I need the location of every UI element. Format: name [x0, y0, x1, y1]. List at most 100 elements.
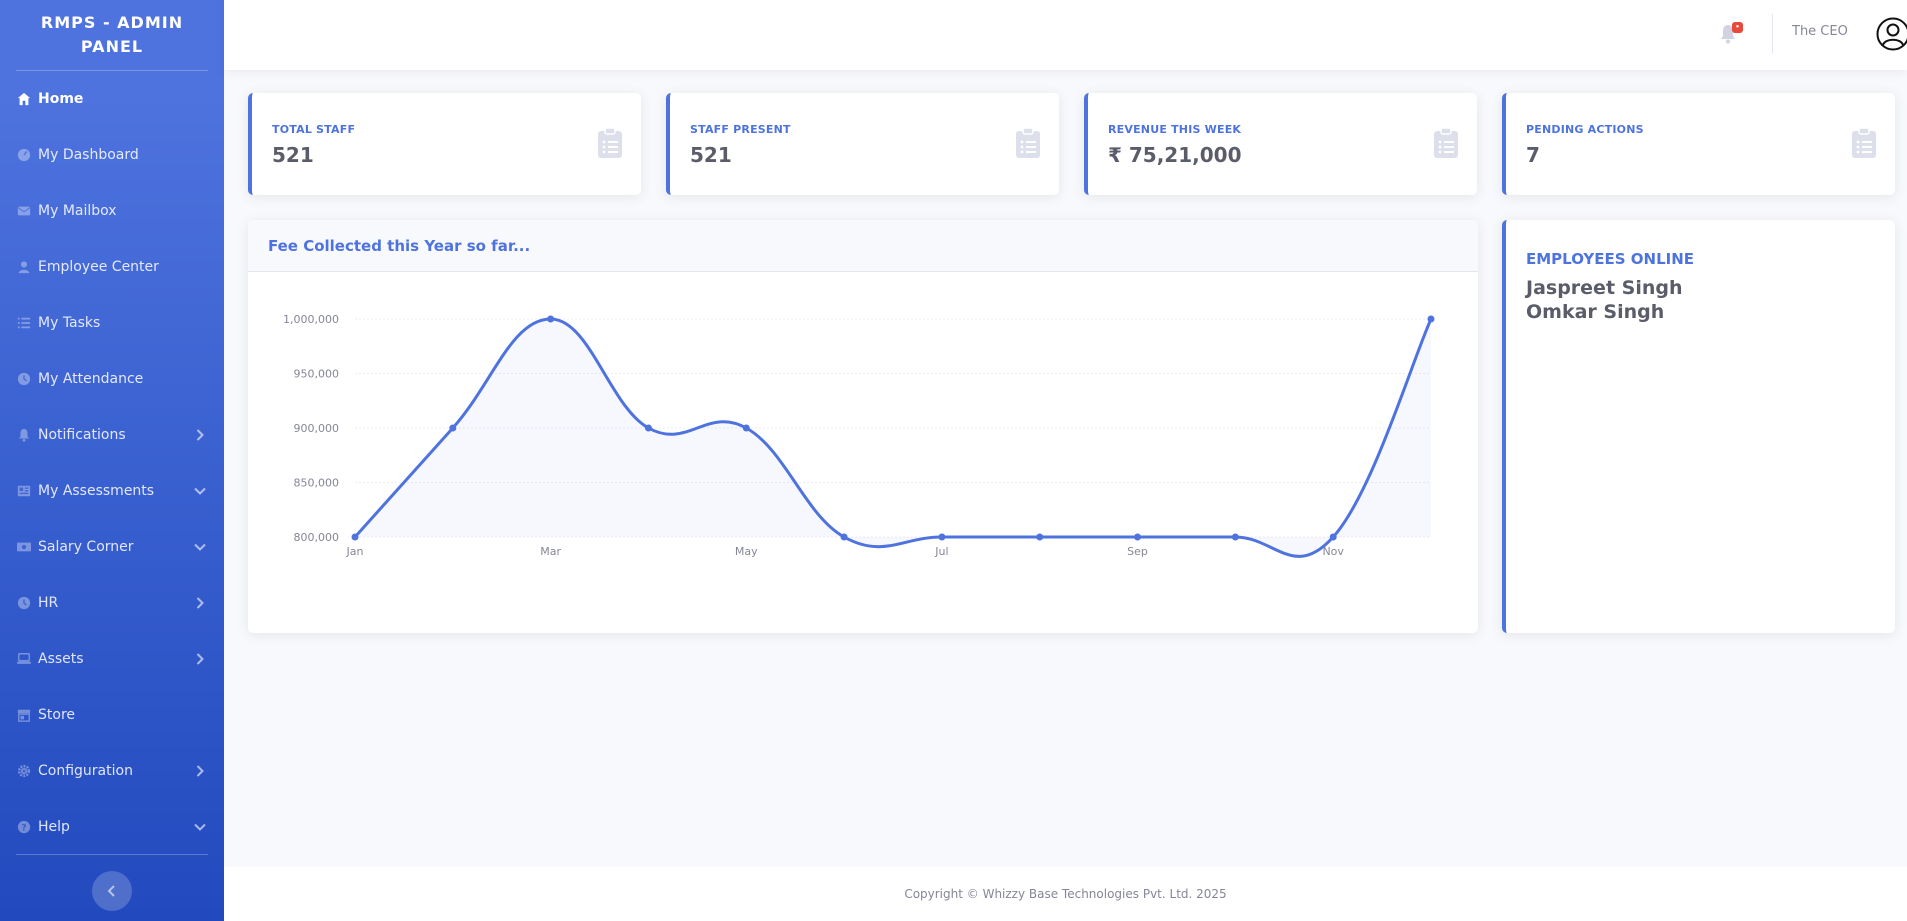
x-tick-label: Sep [1127, 545, 1148, 558]
fee-chart: 1,000,000 950,000 900,000 850,000 800,000 Jan… [283, 313, 1435, 558]
money-icon [16, 539, 32, 555]
stat-card-pending-actions: PENDING ACTIONS 7 [1502, 93, 1895, 195]
tachometer-icon [16, 147, 32, 163]
stat-card-staff-present: STAFF PRESENT 521 [666, 93, 1059, 195]
topbar: • The CEO [224, 0, 1907, 70]
data-point [1427, 315, 1435, 323]
data-point [938, 533, 946, 541]
bell-icon [1721, 25, 1735, 44]
clock-icon [16, 371, 32, 387]
data-point [351, 533, 359, 541]
clipboard-list-icon [1852, 127, 1876, 158]
stat-card-label: STAFF PRESENT [690, 123, 791, 136]
home-icon [16, 91, 32, 107]
chart-area-fill [355, 319, 1431, 557]
sidebar-item-help[interactable]: ? Help [0, 799, 224, 855]
user-icon [16, 259, 32, 275]
employees-online-card: EMPLOYEES ONLINE Jaspreet Singh Omkar Sin… [1502, 220, 1895, 633]
sidebar-item-label: My Assessments [38, 483, 155, 499]
stat-card-revenue-this-week: REVENUE THIS WEEK ₹ 75,21,000 [1084, 93, 1477, 195]
footer: Copyright © Whizzy Base Technologies Pvt… [224, 867, 1907, 921]
copyright-text: Copyright © Whizzy Base Technologies Pvt… [904, 887, 1227, 901]
sidebar-item-label: Configuration [38, 763, 133, 779]
sidebar-nav: Home My Dashboard My Mailbox Employee Cente… [0, 71, 224, 855]
employees-online-list: Jaspreet Singh Omkar Singh [1526, 276, 1683, 324]
svg-text:?: ? [21, 824, 26, 834]
data-point [547, 315, 555, 323]
user-avatar-icon[interactable] [1876, 17, 1907, 51]
stat-card-value: 521 [690, 143, 732, 167]
x-tick-label: Nov [1322, 545, 1344, 558]
sidebar-item-label: Employee Center [38, 259, 159, 275]
x-tick-label: Jul [934, 545, 948, 558]
data-point [1134, 533, 1142, 541]
list-icon [16, 315, 32, 331]
clipboard-list-icon [598, 127, 622, 158]
sidebar-item-label: My Attendance [38, 371, 144, 387]
chevron-right-icon[interactable] [192, 595, 208, 611]
sidebar-bottom-divider [16, 854, 208, 855]
sidebar-item-store[interactable]: Store [0, 687, 224, 743]
sidebar-item-notifications[interactable]: Notifications [0, 407, 224, 463]
y-tick-label: 850,000 [294, 477, 340, 490]
sidebar-item-my-mailbox[interactable]: My Mailbox [0, 183, 224, 239]
chevron-down-icon[interactable] [192, 483, 208, 499]
gear-icon [16, 763, 32, 779]
store-icon [16, 707, 32, 723]
sidebar-item-label: HR [38, 595, 59, 611]
data-point [840, 533, 848, 541]
sidebar-item-hr[interactable]: HR [0, 575, 224, 631]
sidebar-item-salary-corner[interactable]: Salary Corner [0, 519, 224, 575]
brand-title[interactable]: RMPS - ADMIN PANEL [40, 13, 184, 56]
sidebar-item-my-dashboard[interactable]: My Dashboard [0, 127, 224, 183]
chart-header: Fee Collected this Year so far... [248, 220, 1478, 272]
sidebar-item-label: Notifications [38, 427, 126, 443]
sidebar-item-my-assessments[interactable]: My Assessments [0, 463, 224, 519]
data-point [1329, 533, 1337, 541]
chevron-down-icon[interactable] [192, 539, 208, 555]
data-point [644, 424, 652, 432]
sidebar-item-my-tasks[interactable]: My Tasks [0, 295, 224, 351]
sidebar-item-assets[interactable]: Assets [0, 631, 224, 687]
laptop-icon [16, 651, 32, 667]
question-icon: ? [16, 819, 32, 835]
sidebar-item-label: My Mailbox [38, 203, 117, 219]
sidebar-item-label: Assets [38, 651, 84, 667]
chart-title: Fee Collected this Year so far... [268, 237, 531, 255]
sidebar-item-label: My Tasks [38, 315, 101, 331]
sidebar-item-my-attendance[interactable]: My Attendance [0, 351, 224, 407]
chevron-left-icon [107, 885, 115, 897]
topbar-divider [1772, 14, 1773, 54]
y-tick-label: 800,000 [294, 531, 340, 544]
stat-card-label: REVENUE THIS WEEK [1108, 123, 1242, 136]
x-tick-label: May [735, 545, 758, 558]
stat-card-label: PENDING ACTIONS [1526, 123, 1644, 136]
notifications-button[interactable]: • [1720, 22, 1743, 46]
chevron-right-icon[interactable] [192, 427, 208, 443]
chevron-down-icon[interactable] [192, 819, 208, 835]
sidebar-toggle-button[interactable] [92, 871, 132, 911]
x-tick-label: Jan [346, 545, 364, 558]
envelope-icon [16, 203, 32, 219]
chevron-right-icon[interactable] [192, 651, 208, 667]
history-icon [16, 595, 32, 611]
user-name[interactable]: The CEO [1792, 24, 1848, 39]
stat-card-value: 521 [272, 143, 314, 167]
stat-card-value: 7 [1526, 143, 1540, 167]
employee-online-name: Jaspreet Singh [1526, 277, 1683, 299]
sidebar-item-label: My Dashboard [38, 147, 139, 163]
x-tick-label: Mar [540, 545, 561, 558]
bell-icon [16, 427, 32, 443]
data-point [449, 424, 457, 432]
sidebar-item-home[interactable]: Home [0, 71, 224, 127]
data-point [1036, 533, 1044, 541]
series-line [353, 317, 1433, 558]
stat-card-value: ₹ 75,21,000 [1108, 143, 1242, 167]
y-tick-label: 950,000 [294, 368, 340, 381]
sidebar-item-configuration[interactable]: Configuration [0, 743, 224, 799]
sidebar-item-employee-center[interactable]: Employee Center [0, 239, 224, 295]
sidebar-item-label: Salary Corner [38, 539, 134, 555]
y-tick-label: 900,000 [294, 422, 340, 435]
sidebar-item-label: Store [38, 707, 76, 723]
chevron-right-icon[interactable] [192, 763, 208, 779]
